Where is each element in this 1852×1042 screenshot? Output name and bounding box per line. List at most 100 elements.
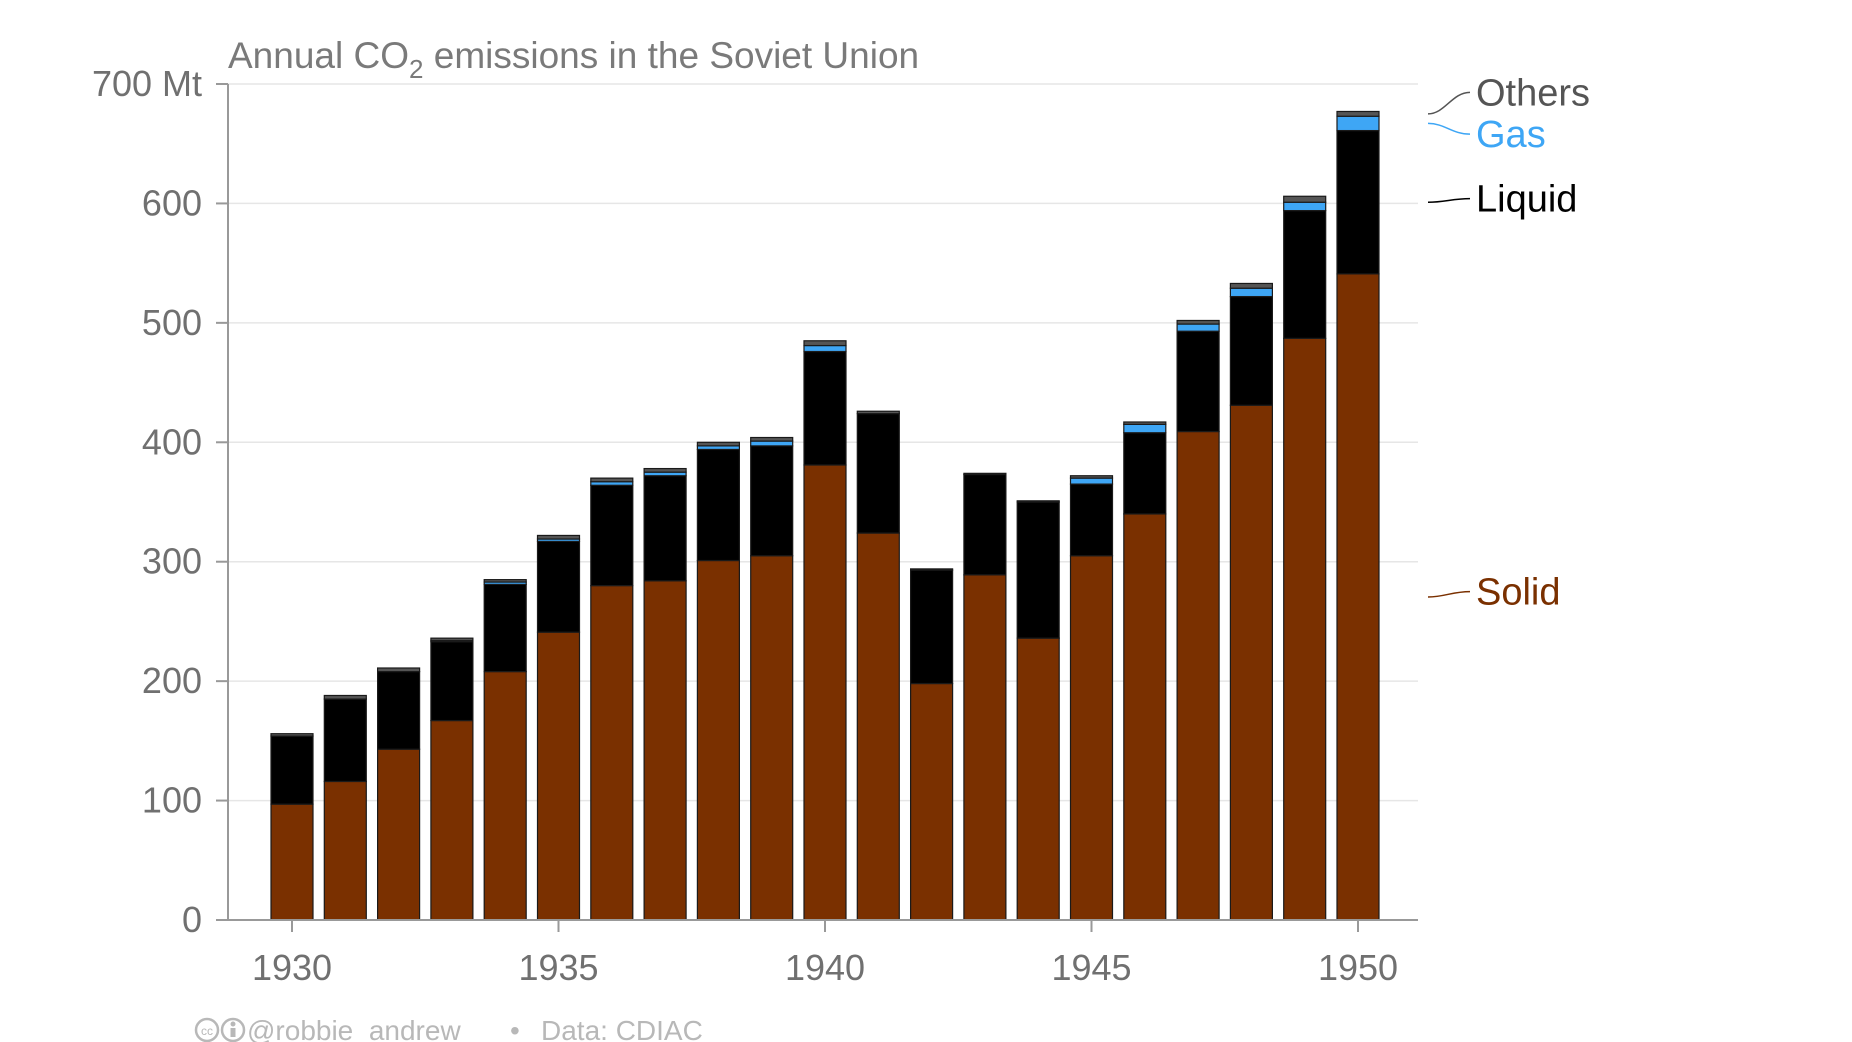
- bar-segment-solid-1937: [643, 580, 687, 921]
- bar-segment-solid-1947: [1176, 430, 1220, 921]
- y-tick-label: 400: [142, 421, 202, 462]
- legend-item-solid: Solid: [1427, 572, 1561, 614]
- bar-stack-1940: [803, 340, 847, 921]
- bar-segment-liquid-1930: [270, 735, 314, 805]
- bar-segment-gas-1947: [1176, 323, 1220, 332]
- bar-segment-others-1942: [909, 568, 954, 571]
- y-tick-label: 600: [142, 182, 202, 223]
- bar-segment-others-1938: [696, 441, 741, 447]
- bar-segment-liquid-1931: [323, 698, 367, 783]
- bar-segment-others-1947: [1176, 319, 1220, 325]
- legend-item-gas: Gas: [1427, 114, 1546, 156]
- bar-segment-gas-1949: [1283, 201, 1327, 212]
- bar-segment-liquid-1948: [1229, 295, 1274, 406]
- bar-stack-1946: [1123, 421, 1167, 921]
- bar-stack-1942: [909, 568, 954, 921]
- bar-segment-gas-1945: [1069, 477, 1114, 485]
- bar-stack-1944: [1016, 500, 1060, 921]
- bar-segment-others-1944: [1016, 500, 1060, 503]
- bar-segment-liquid-1933: [430, 641, 474, 722]
- bar-segment-solid-1934: [483, 670, 527, 921]
- bar-segment-liquid-1939: [750, 445, 794, 557]
- x-tick-label: 1945: [1051, 947, 1131, 988]
- bar-segment-gas-1948: [1229, 287, 1274, 298]
- bar-segment-liquid-1950: [1336, 129, 1380, 275]
- bar-segment-liquid-1946: [1123, 432, 1167, 515]
- bar-segment-liquid-1943: [963, 473, 1007, 576]
- legend-leader-line: [1427, 122, 1471, 135]
- bar-segment-solid-1939: [750, 555, 794, 921]
- bar-segment-solid-1936: [590, 584, 634, 921]
- bar-segment-others-1941: [856, 410, 900, 415]
- legend-item-others: Others: [1427, 72, 1590, 115]
- bar-segment-liquid-1941: [856, 413, 900, 534]
- bar-segment-others-1949: [1283, 195, 1327, 203]
- bar-segment-gas-1946: [1123, 423, 1167, 434]
- bar-segment-liquid-1937: [643, 475, 687, 582]
- bar-segment-liquid-1942: [909, 569, 954, 685]
- bar-segment-gas-1939: [750, 440, 794, 447]
- bar-segment-others-1930: [270, 733, 314, 737]
- bar-segment-solid-1949: [1283, 337, 1327, 921]
- bar-segment-solid-1946: [1123, 513, 1167, 921]
- bar-segment-solid-1950: [1336, 273, 1380, 921]
- y-tick-label: 0: [182, 899, 202, 940]
- bar-stack-1936: [590, 477, 634, 921]
- y-tick-labels: 0 100 200 300 400 500 600 700 Mt: [92, 63, 202, 940]
- bar-segment-liquid-1934: [483, 583, 527, 673]
- bar-segment-solid-1945: [1069, 555, 1114, 921]
- bar-segment-others-1936: [590, 477, 634, 483]
- bar-stack-1937: [643, 467, 687, 921]
- x-tick-label: 1940: [785, 947, 865, 988]
- bar-segment-solid-1935: [536, 631, 581, 921]
- bar-segment-liquid-1944: [1016, 501, 1060, 639]
- bar-segment-others-1932: [377, 667, 421, 673]
- bar-segment-liquid-1947: [1176, 330, 1220, 433]
- bar-stack-1931: [323, 694, 367, 921]
- bar-segment-others-1950: [1336, 110, 1380, 117]
- bar-segment-others-1934: [483, 579, 527, 583]
- bar-segment-gas-1950: [1336, 115, 1380, 132]
- svg-text:cc: cc: [201, 1024, 213, 1038]
- bar-segment-solid-1932: [377, 748, 421, 921]
- bar-stack-1935: [536, 534, 581, 921]
- legend-leader-line: [1427, 197, 1471, 203]
- bar-segment-solid-1944: [1016, 637, 1060, 921]
- footer-author: @robbie_andrew: [247, 1015, 461, 1042]
- bar-segment-others-1943: [963, 472, 1007, 476]
- bar-segment-others-1933: [430, 637, 474, 642]
- x-tick-label: 1930: [252, 947, 332, 988]
- cc-by-icons: cc: [194, 1017, 246, 1042]
- bar-segment-liquid-1932: [377, 670, 421, 750]
- bar-segment-others-1945: [1069, 475, 1114, 479]
- bar-segment-liquid-1945: [1069, 483, 1114, 557]
- bar-segment-others-1946: [1123, 421, 1167, 425]
- bar-segment-liquid-1936: [590, 484, 634, 587]
- y-tick-label: 100: [142, 780, 202, 821]
- y-tick-label: 200: [142, 660, 202, 701]
- legend-label-solid: Solid: [1476, 572, 1561, 614]
- bar-segment-solid-1940: [803, 464, 847, 921]
- x-tick-labels: 1930 1935 1940 1945 1950: [252, 947, 1398, 988]
- y-tick-label: 700 Mt: [92, 63, 202, 104]
- bar-segment-others-1939: [750, 436, 794, 442]
- y-tick-label: 300: [142, 541, 202, 582]
- bar-segment-others-1937: [643, 467, 687, 473]
- legend-label-others: Others: [1476, 72, 1590, 114]
- y-tick-label: 500: [142, 302, 202, 343]
- bar-segment-liquid-1938: [696, 448, 741, 562]
- chart-title: Annual CO2 emissions in the Soviet Union: [228, 35, 919, 84]
- bar-stack-1939: [750, 436, 794, 921]
- bar-segment-solid-1930: [270, 803, 314, 921]
- bar-segment-liquid-1949: [1283, 209, 1327, 339]
- bar-stack-1938: [696, 441, 741, 921]
- footer-source: Data: CDIAC: [541, 1015, 703, 1042]
- bar-segment-others-1940: [803, 340, 847, 347]
- title-subscript: 2: [409, 54, 423, 84]
- bar-segment-solid-1948: [1229, 404, 1274, 921]
- footer-separator: •: [510, 1015, 520, 1042]
- legend-label-gas: Gas: [1476, 114, 1546, 156]
- bar-stack-1941: [856, 410, 900, 921]
